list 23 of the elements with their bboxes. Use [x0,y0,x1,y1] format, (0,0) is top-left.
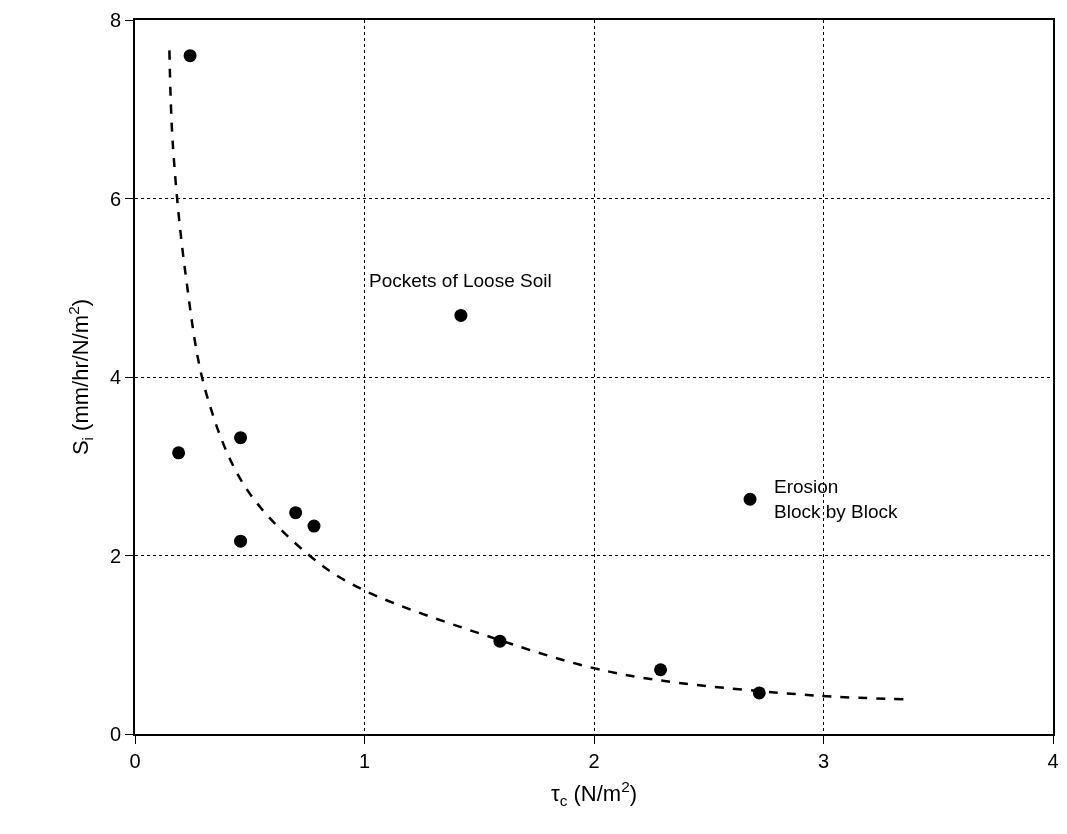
annotation: Pockets of Loose Soil [369,270,552,291]
annotation: Erosion Block by Block [774,476,899,522]
y-tick-label: 2 [109,544,121,567]
x-axis-title: τ$_{c}$ (N/m$^{2}$) [550,778,638,810]
point [234,431,248,445]
point [454,308,468,322]
y-tick-label: 6 [109,187,121,210]
y-tick-label: 0 [109,723,121,745]
point [307,519,321,533]
point [743,492,757,506]
point [289,506,303,520]
point [172,446,186,460]
point [493,634,507,648]
x-tick-label: 2 [588,750,600,772]
x-tick-label: 4 [1047,750,1059,772]
y-tick-label: 8 [109,9,121,31]
x-tick-label: 1 [358,750,371,772]
point [234,534,248,548]
x-tick-label: 3 [817,750,830,772]
point [183,49,197,63]
y-tick-label: 4 [109,366,121,388]
x-tick-label: 0 [129,750,141,772]
point [654,663,668,677]
